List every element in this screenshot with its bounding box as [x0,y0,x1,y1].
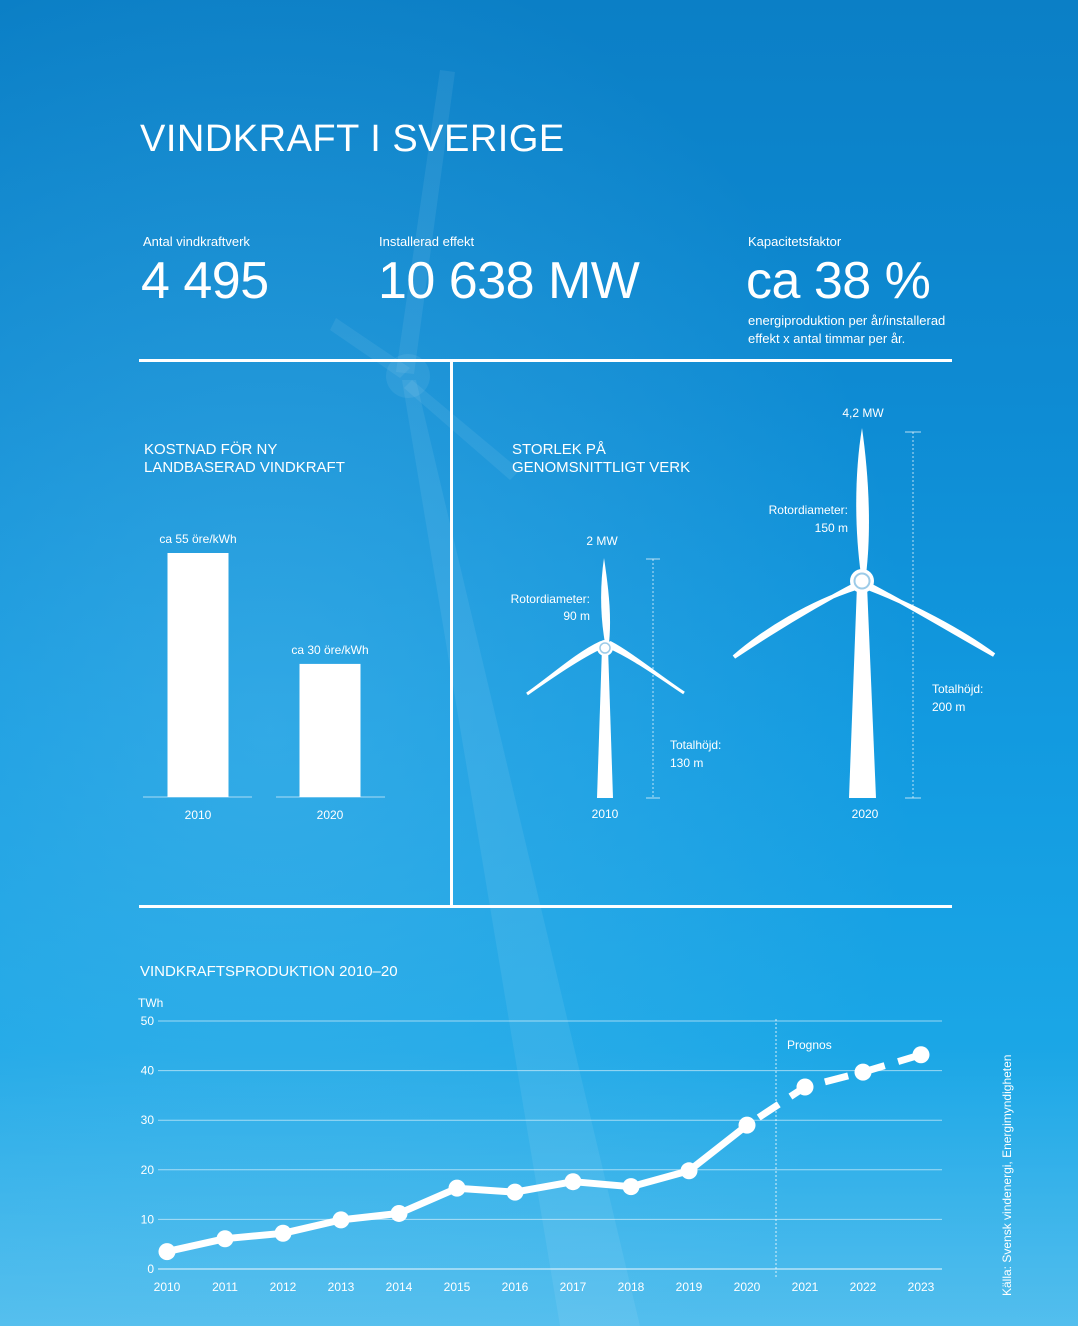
middle-divider [139,905,952,908]
cost-label-2010: ca 55 öre/kWh [159,532,236,546]
stat-turbines-label: Antal vindkraftverk [143,234,250,249]
y-tick-40: 40 [141,1064,155,1078]
data-point-2013 [332,1211,350,1229]
large-turbine-icon [732,428,996,798]
large-year: 2020 [852,807,879,821]
production-title: VINDKRAFTSPRODUKTION 2010–20 [140,963,398,980]
data-point-2012 [274,1224,292,1242]
size-title-line2: GENOMSNITTLIGT VERK [512,459,691,476]
x-tick-2023: 2023 [908,1280,935,1294]
x-tick-2010: 2010 [154,1280,181,1294]
cost-label-2020: ca 30 öre/kWh [291,643,368,657]
data-point-2015 [448,1179,466,1197]
stat-capacity-factor-note-1: energiproduktion per år/installerad [748,313,946,328]
y-tick-50: 50 [141,1014,155,1028]
data-point-2014 [390,1204,408,1222]
y-tick-10: 10 [141,1212,155,1226]
x-tick-2022: 2022 [850,1280,877,1294]
stat-capacity-value: 10 638 MW [378,252,640,310]
small-turbine-icon [526,558,685,798]
stat-turbines-value: 4 495 [141,252,269,310]
page-title: VINDKRAFT I SVERIGE [140,118,565,160]
source-note: Källa: Svensk vindenergi, Energimyndighe… [1000,1054,1014,1296]
cost-bar-2020 [299,663,361,797]
top-divider [139,359,952,362]
x-tick-2014: 2014 [386,1280,413,1294]
data-point-2022 [854,1063,872,1081]
large-height-label: Totalhöjd: [932,682,983,696]
y-tick-0: 0 [147,1262,154,1276]
data-point-2017 [564,1173,582,1191]
cost-title-line1: KOSTNAD FÖR NY [144,441,278,458]
data-point-2023 [912,1046,930,1064]
turbine-size-illustration: 2 MW Rotordiameter: 90 m Totalhöjd: 130 … [511,406,996,821]
y-tick-30: 30 [141,1113,155,1127]
small-height-value: 130 m [670,756,703,770]
cost-bar-chart: ca 55 öre/kWh ca 30 öre/kWh 2010 2020 [143,532,385,822]
x-tick-2012: 2012 [270,1280,297,1294]
x-tick-2019: 2019 [676,1280,703,1294]
small-power: 2 MW [586,534,618,548]
x-tick-2015: 2015 [444,1280,471,1294]
x-tick-2021: 2021 [792,1280,819,1294]
size-title-line1: STORLEK PÅ [512,441,606,458]
vertical-divider [450,362,453,905]
large-rotor-value: 150 m [815,521,848,535]
x-tick-2011: 2011 [212,1280,238,1294]
x-tick-2017: 2017 [560,1280,587,1294]
x-tick-2020: 2020 [734,1280,761,1294]
data-point-2020 [738,1116,756,1134]
cost-bar-2010 [167,553,229,797]
stat-capacity-factor-note-2: effekt x antal timmar per år. [748,331,906,346]
y-axis-unit: TWh [138,996,163,1010]
production-line-chart: TWh 0 10 20 30 40 50 2010 2011 2012 2013 2014 2015… [138,996,942,1294]
data-point-2016 [506,1183,524,1201]
data-point-2018 [622,1178,640,1196]
x-tick-2016: 2016 [502,1280,529,1294]
stat-capacity-factor-label: Kapacitetsfaktor [748,234,842,249]
small-rotor-label: Rotordiameter: [511,592,590,606]
small-year: 2010 [592,807,619,821]
cost-title-line2: LANDBASERAD VINDKRAFT [144,459,345,476]
cost-year-2020: 2020 [317,808,344,822]
stat-capacity-factor-value: ca 38 % [746,252,931,310]
series-line-forecast [745,1051,923,1129]
stat-capacity-label: Installerad effekt [379,234,475,249]
forecast-label: Prognos [787,1038,832,1052]
x-tick-2018: 2018 [618,1280,645,1294]
cost-year-2010: 2010 [185,808,212,822]
large-rotor-label: Rotordiameter: [769,503,848,517]
data-point-2021 [796,1078,814,1096]
large-height-value: 200 m [932,700,965,714]
data-point-2011 [216,1230,234,1248]
x-tick-2013: 2013 [328,1280,355,1294]
data-point-2010 [158,1243,176,1261]
data-point-2019 [680,1162,698,1180]
small-rotor-value: 90 m [563,609,590,623]
y-tick-20: 20 [141,1163,155,1177]
small-height-label: Totalhöjd: [670,738,721,752]
large-power: 4,2 MW [842,406,884,420]
